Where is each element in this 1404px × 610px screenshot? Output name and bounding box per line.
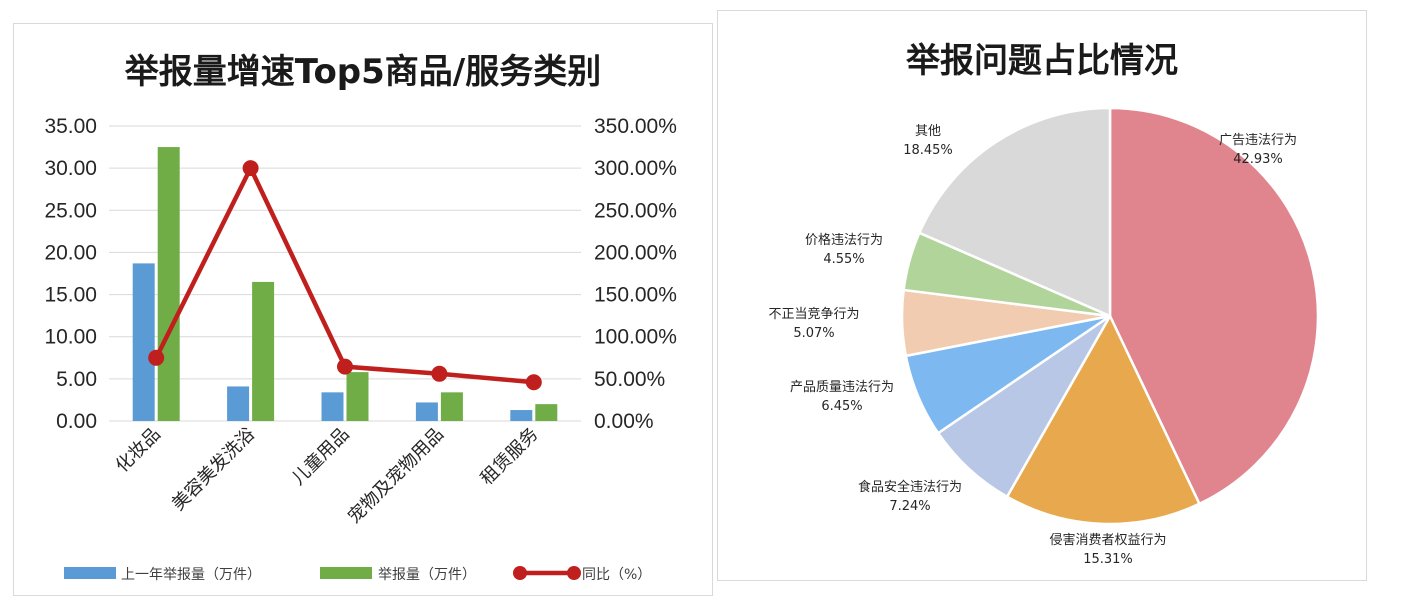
y-tick-label: 30.00 [44,157,97,180]
pie-slice-percent: 4.55% [823,252,864,267]
pie-chart: 广告违法行为 42.93% 侵害消费者权益行为 15.31% 食品安全违法行为 7.24%… [768,106,1320,567]
growth-point [337,358,353,375]
y2-tick-label: 200.00% [594,241,677,264]
pie-slice-percent: 42.93% [1233,152,1283,167]
pie-slice [917,106,1112,318]
legend-swatch-previous-year [64,567,116,579]
bar-line-chart: 0.00 5.00 10.00 15.00 20.00 25.00 30.00 35.00 0.… [44,115,677,583]
y-tick-label: 20.00 [44,241,97,264]
pie-slice [1005,313,1202,526]
pie-slice-percent: 6.45% [821,399,862,414]
y-tick-label: 5.00 [56,368,97,391]
y2-tick-label: 300.00% [594,157,677,180]
pie-slice-percent: 7.24% [889,499,930,514]
legend-swatch-current-year [320,567,372,579]
category-label: 化妆品 [112,424,165,477]
pie-chart-panel: 举报问题占比情况 广告违法行为 42.93% 侵害消费者权益行为 15.31% 食品安全… [717,10,1367,581]
pie-slice-label: 食品安全违法行为 [858,479,962,495]
bar-previous-year [227,386,250,421]
pie-slice-percent: 18.45% [903,143,953,158]
growth-line [154,165,535,385]
bar-previous-year [415,402,438,421]
growth-point [431,365,448,382]
category-label: 宠物及宠物用品 [344,424,448,528]
legend-label: 举报量（万件） [378,567,476,583]
pie-slice-percent: 15.31% [1083,552,1133,567]
y2-tick-label: 0.00% [594,410,654,433]
y2-tick-label: 350.00% [594,115,677,138]
pie-slice [1108,106,1320,506]
bar-chart-title: 举报量增速Top5商品/服务类别 [124,52,602,92]
pie-slice-label: 不正当竞争行为 [768,306,859,322]
category-label: 租赁服务 [477,424,543,490]
y-tick-label: 25.00 [44,199,97,222]
bar-current-year [440,392,463,421]
y-tick-label: 35.00 [44,115,97,138]
bar-current-year [157,147,180,422]
pie-slice-label: 侵害消费者权益行为 [1049,532,1166,548]
y2-tick-label: 250.00% [594,199,677,222]
bar-current-year [346,372,369,421]
category-label: 美容美发洗浴 [168,424,259,515]
growth-point [242,160,259,177]
legend-marker [567,566,581,580]
bar-current-year [252,281,275,421]
growth-point [148,349,165,366]
pie-chart-title: 举报问题占比情况 [906,41,1178,81]
bar-previous-year [132,263,155,421]
y2-tick-label: 50.00% [594,368,665,391]
pie-slice-label: 其他 [915,124,941,139]
category-label: 儿童用品 [288,424,354,490]
legend-label: 同比（%） [582,567,651,583]
y-tick-label: 15.00 [44,284,97,307]
y-tick-label: 0.00 [56,410,97,433]
pie-slice-percent: 5.07% [793,326,834,341]
legend-label: 上一年举报量（万件） [121,567,261,583]
y2-tick-label: 100.00% [594,326,677,349]
y-tick-label: 10.00 [44,326,97,349]
legend-marker [513,566,527,580]
pie-slice-label: 价格违法行为 [805,232,883,248]
bar-current-year [535,404,558,421]
bar-previous-year [510,410,533,421]
bar-previous-year [321,392,344,421]
pie-slice-label: 产品质量违法行为 [790,380,894,395]
growth-point [525,374,542,391]
pie-slice-label: 广告违法行为 [1219,133,1297,148]
bar-line-chart-panel: 举报量增速Top5商品/服务类别 0.00 5.00 10.00 15.00 20.00… [13,23,713,596]
y2-tick-label: 150.00% [594,284,677,307]
